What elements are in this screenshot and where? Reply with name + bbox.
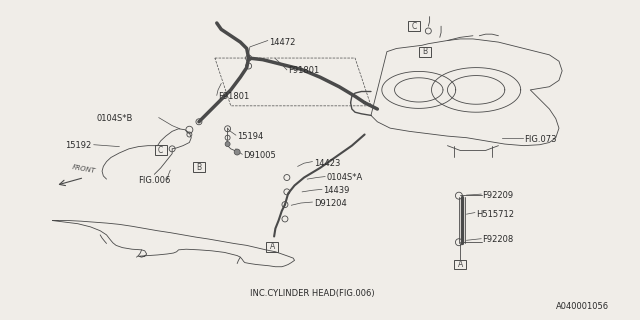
Text: 0104S*B: 0104S*B (97, 114, 133, 123)
Text: H515712: H515712 (476, 210, 514, 219)
Text: 0104S*A: 0104S*A (326, 173, 363, 182)
Bar (454, 260, 466, 269)
Text: FIG.073: FIG.073 (524, 135, 556, 144)
Text: 14439: 14439 (323, 186, 349, 195)
Text: 14423: 14423 (314, 159, 340, 168)
Text: INC.CYLINDER HEAD(FIG.006): INC.CYLINDER HEAD(FIG.006) (250, 289, 374, 298)
Text: C: C (158, 146, 163, 155)
Text: 15192: 15192 (65, 141, 92, 150)
Text: 15194: 15194 (237, 132, 264, 140)
Bar (155, 146, 166, 156)
Circle shape (234, 149, 240, 155)
Text: F91801: F91801 (218, 92, 250, 101)
Text: A: A (458, 260, 463, 269)
Circle shape (225, 141, 230, 147)
Text: 14472: 14472 (269, 38, 296, 47)
Text: FRONT: FRONT (72, 164, 97, 174)
Text: D91204: D91204 (314, 198, 346, 207)
Bar (408, 21, 420, 31)
Bar (419, 47, 431, 57)
Text: C: C (412, 22, 417, 31)
Text: A: A (269, 242, 275, 251)
Text: B: B (196, 163, 202, 172)
Text: F92208: F92208 (483, 235, 514, 244)
Text: D91005: D91005 (244, 151, 276, 160)
Bar (266, 242, 278, 252)
Text: F91801: F91801 (288, 66, 319, 75)
Text: F92209: F92209 (483, 190, 514, 200)
Text: B: B (422, 47, 428, 56)
Bar (193, 162, 205, 172)
Text: A040001056: A040001056 (556, 302, 609, 311)
Text: FIG.006: FIG.006 (138, 176, 171, 185)
